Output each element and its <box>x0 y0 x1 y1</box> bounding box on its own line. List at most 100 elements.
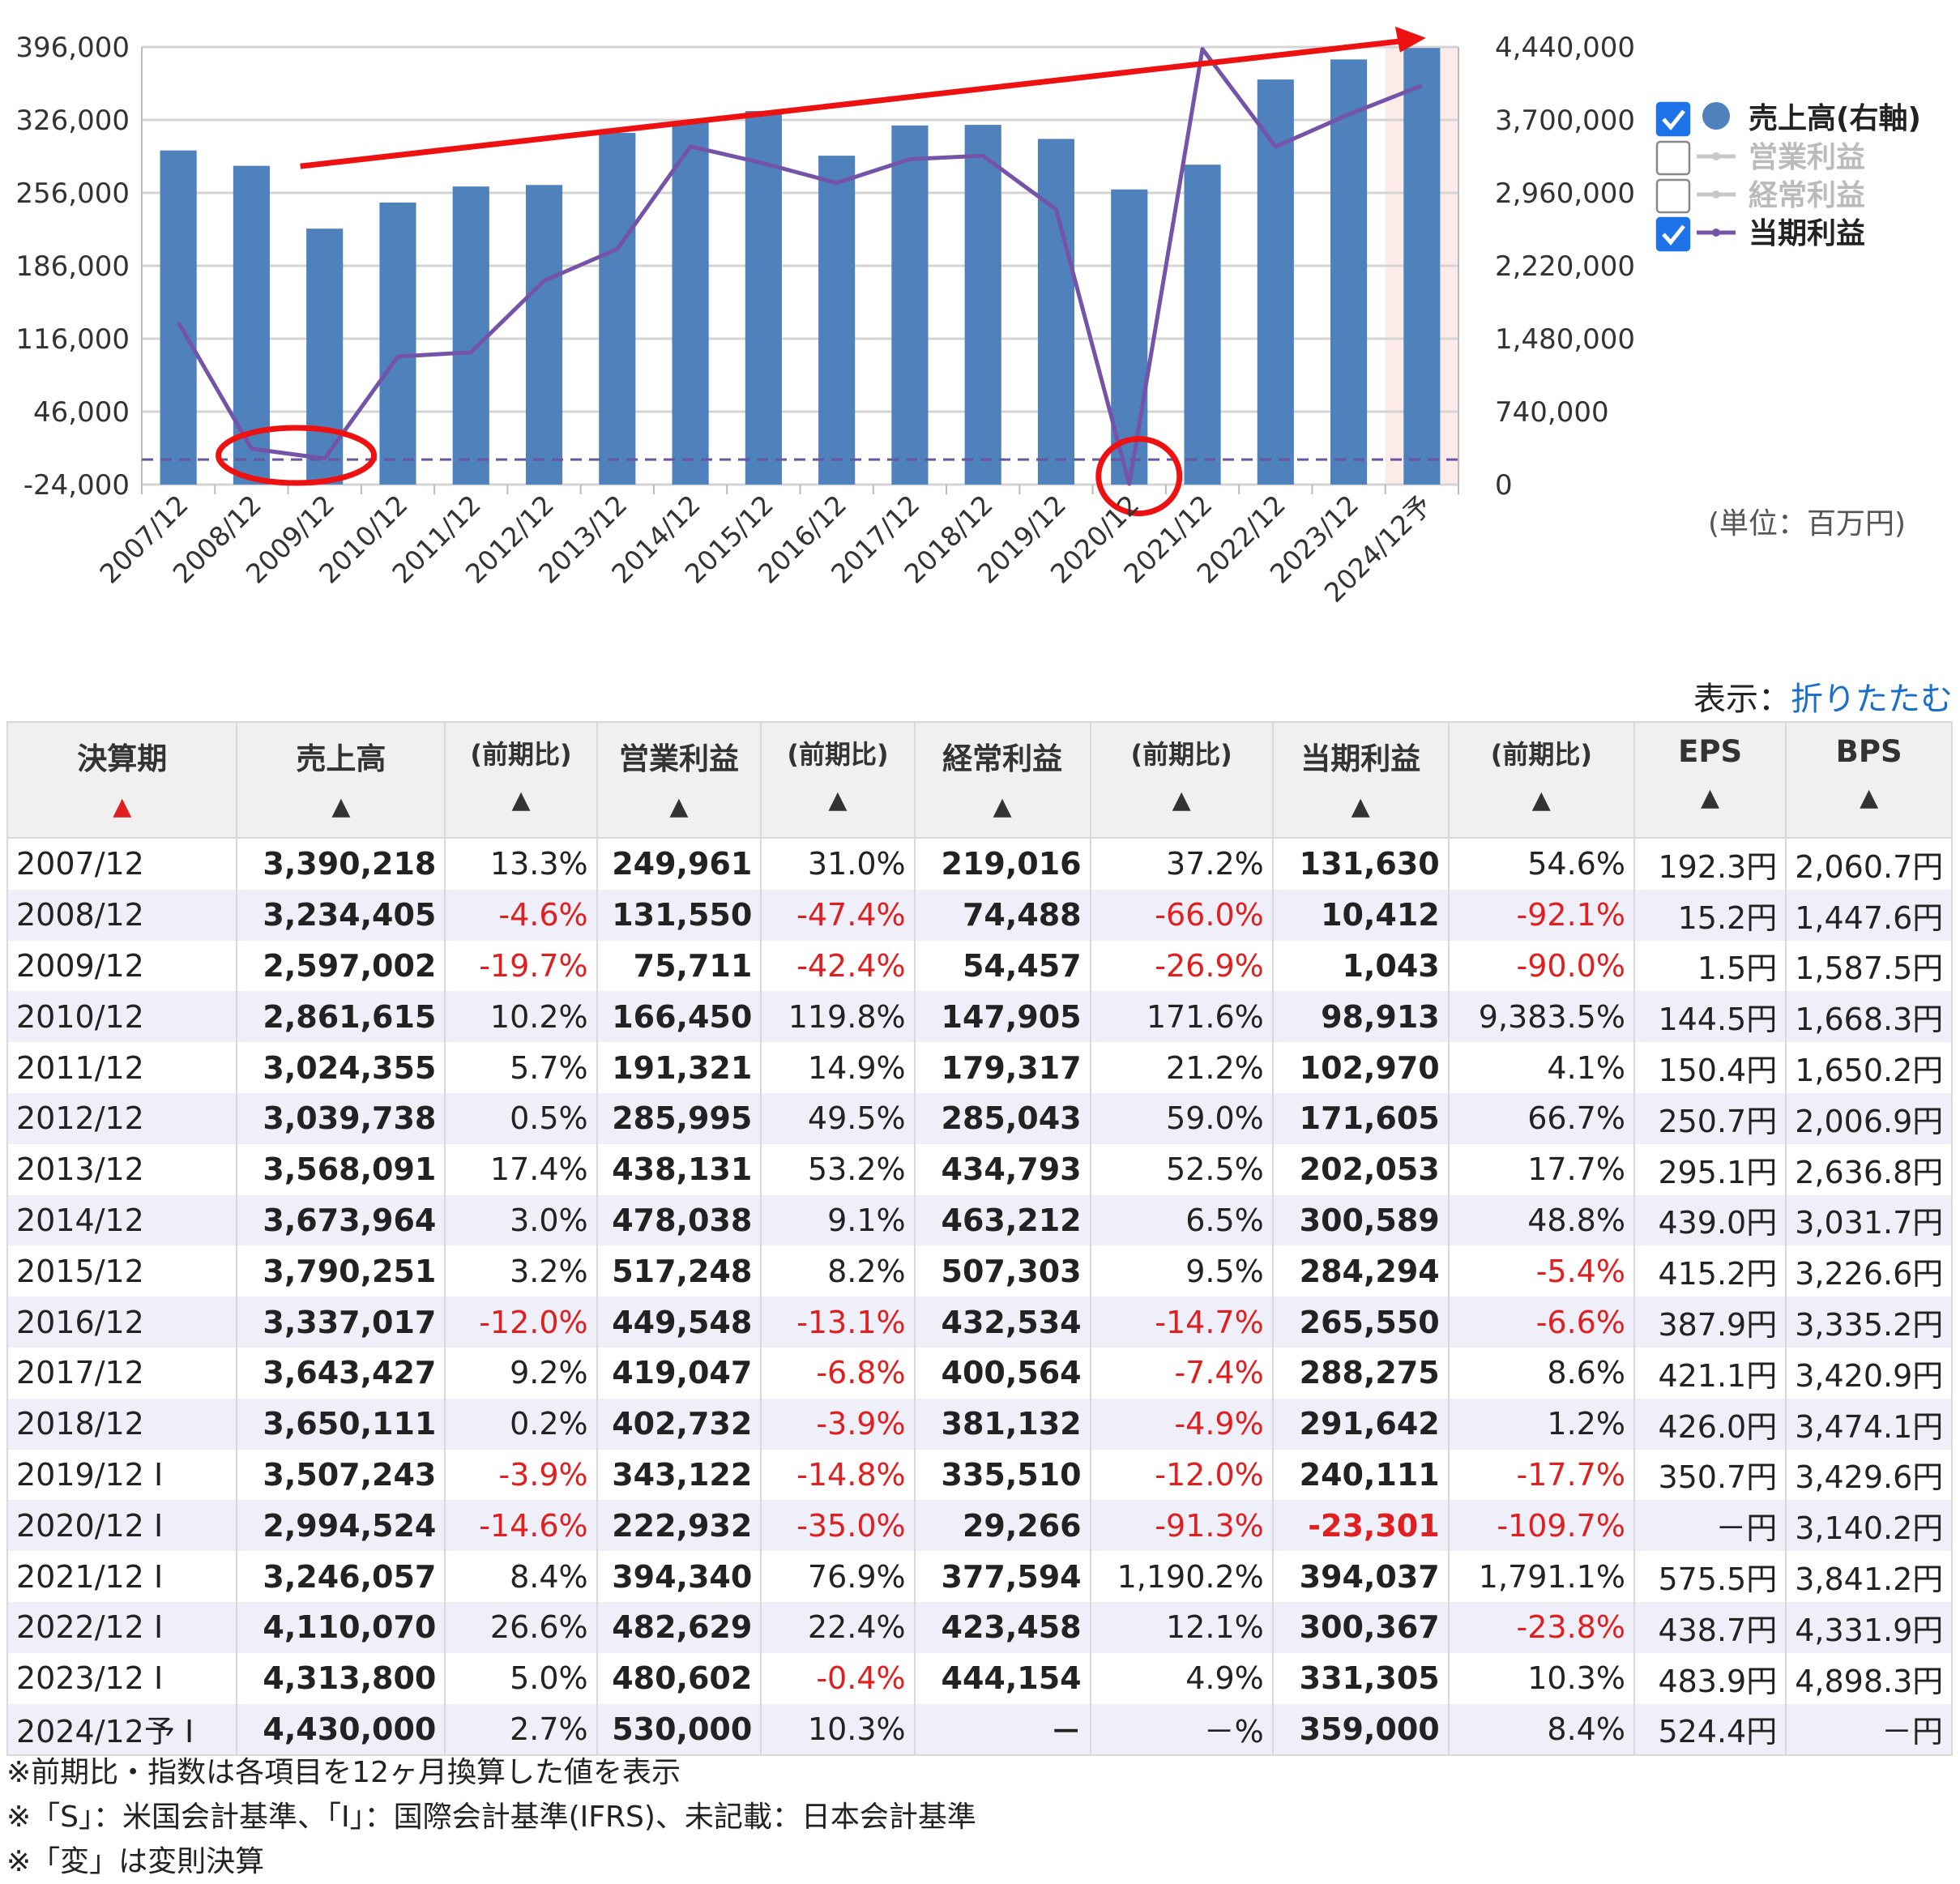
bar-series-marker <box>1702 102 1730 130</box>
legend-checkbox <box>1655 101 1691 137</box>
line-series-dot <box>1712 229 1720 237</box>
table-cell: 478,038 <box>596 1194 762 1246</box>
table-cell: 2022/12 I <box>6 1601 238 1653</box>
column-header[interactable]: (前期比) ▲ <box>1447 721 1635 839</box>
table-row: 2018/12 3,650,111 0.2% 402,732 -3.9% 381,132-… <box>6 1398 1953 1450</box>
table-row: 2008/12 3,234,405 -4.6% 131,550 -47.4% 74,488… <box>6 889 1953 941</box>
table-cell: 284,294 <box>1271 1245 1450 1297</box>
sort-arrow-icon[interactable]: ▲ <box>113 792 132 821</box>
table-cell: 0.5% <box>444 1092 598 1144</box>
table-cell: 291,642 <box>1271 1398 1450 1450</box>
table-cell: 331,305 <box>1271 1652 1450 1704</box>
table-cell: 524.4円 <box>1633 1703 1787 1757</box>
sort-arrow-icon[interactable]: ▲ <box>993 792 1012 821</box>
collapse-link[interactable]: 折りたたむ <box>1791 681 1953 718</box>
table-cell: 438,131 <box>596 1143 762 1195</box>
table-cell: 377,594 <box>913 1551 1091 1602</box>
table-cell: 421.1円 <box>1633 1347 1787 1399</box>
table-cell: 2009/12 <box>6 940 238 992</box>
table-cell: 2,060.7円 <box>1785 838 1953 890</box>
table-cell: 9,383.5% <box>1447 991 1635 1043</box>
table-cell: -17.7% <box>1447 1449 1635 1501</box>
table-cell: 3,337,017 <box>236 1297 446 1348</box>
column-header[interactable]: 当期利益 ▲ <box>1271 721 1450 839</box>
table-row: 2015/12 3,790,251 3.2% 517,248 8.2% 507,303 9.… <box>6 1245 1953 1297</box>
table-cell: 265,550 <box>1271 1297 1450 1348</box>
table-cell: 2012/12 <box>6 1092 238 1144</box>
table-cell: 415.2円 <box>1633 1245 1787 1297</box>
table-cell: 2016/12 <box>6 1297 238 1348</box>
table-cell: 3,234,405 <box>236 889 446 941</box>
left-tick-label: 256,000 <box>15 177 130 210</box>
table-cell: 8.6% <box>1447 1347 1635 1399</box>
column-header[interactable]: 経常利益 ▲ <box>913 721 1091 839</box>
table-cell: -0.4% <box>760 1652 916 1704</box>
column-header[interactable]: 営業利益 ▲ <box>596 721 762 839</box>
table-cell: -47.4% <box>760 889 916 941</box>
display-label: 表示： <box>1693 681 1791 718</box>
table-cell: 22.4% <box>760 1601 916 1653</box>
table-cell: 59.0% <box>1089 1092 1274 1144</box>
table-cell: 3,226.6円 <box>1785 1245 1953 1297</box>
x-axis-labels: 2007/122008/122009/122010/122011/122012/… <box>93 489 1437 609</box>
table-cell: 74,488 <box>913 889 1091 941</box>
sort-arrow-icon[interactable]: ▲ <box>1351 792 1370 821</box>
column-header[interactable]: EPS ▲ <box>1633 721 1787 839</box>
column-header[interactable]: 決算期 ▲ <box>6 721 238 839</box>
table-cell: 171.6% <box>1089 991 1274 1043</box>
table-cell: 21.2% <box>1089 1042 1274 1093</box>
table-cell: 2011/12 <box>6 1042 238 1093</box>
table-cell: 76.9% <box>760 1551 916 1602</box>
legend-label: 当期利益 <box>1749 217 1865 250</box>
table-cell: 240,111 <box>1271 1449 1450 1501</box>
column-header[interactable]: BPS ▲ <box>1785 721 1953 839</box>
sales-bar <box>1403 48 1441 485</box>
table-cell: 1,043 <box>1271 940 1450 992</box>
display-toggle-bar: 表示：折りたたむ <box>1685 673 1953 718</box>
table-cell: 463,212 <box>913 1194 1091 1246</box>
sort-arrow-icon[interactable]: ▲ <box>331 792 351 821</box>
legend-item: 営業利益 <box>1655 140 1865 176</box>
footnotes: ※前期比・指数は各項目を12ヶ月換算した値を表示 ※「S」：米国会計基準、「I」… <box>6 1750 976 1884</box>
table-cell: 166,450 <box>596 991 762 1043</box>
sales-bar <box>1184 164 1221 485</box>
table-cell: 171,605 <box>1271 1092 1450 1144</box>
table-cell: 9.5% <box>1089 1245 1274 1297</box>
unit-label: (単位：百万円) <box>1708 507 1906 540</box>
table-cell: 1,791.1% <box>1447 1551 1635 1602</box>
table-cell: 144.5円 <box>1633 991 1787 1043</box>
sort-arrow-icon[interactable]: ▲ <box>511 786 531 814</box>
table-cell: 3,246,057 <box>236 1551 446 1602</box>
sales-bar <box>160 150 197 485</box>
sort-arrow-icon[interactable]: ▲ <box>669 792 689 821</box>
table-cell: -90.0% <box>1447 940 1635 992</box>
table-cell: 1,587.5円 <box>1785 940 1953 992</box>
column-header[interactable]: 売上高 ▲ <box>236 721 446 839</box>
sort-arrow-icon[interactable]: ▲ <box>1701 784 1720 812</box>
table-cell: 2014/12 <box>6 1194 238 1246</box>
table-cell: -4.6% <box>444 889 598 941</box>
table-cell: 147,905 <box>913 991 1091 1043</box>
left-tick-label: 46,000 <box>33 396 130 429</box>
table-cell: 1.5円 <box>1633 940 1787 992</box>
right-tick-label: 4,440,000 <box>1495 32 1635 64</box>
column-header[interactable]: (前期比) ▲ <box>444 721 598 839</box>
sort-arrow-icon[interactable]: ▲ <box>1172 786 1191 814</box>
sales-bar <box>672 122 709 485</box>
table-cell: 3,650,111 <box>236 1398 446 1450</box>
column-header-label: 営業利益 <box>618 741 739 776</box>
table-row: 2022/12 I 4,110,070 26.6% 482,629 22.4% 423,4… <box>6 1601 1953 1653</box>
sales-bar <box>599 133 636 485</box>
column-header[interactable]: (前期比) ▲ <box>1089 721 1274 839</box>
table-cell: -26.9% <box>1089 940 1274 992</box>
table-cell: -92.1% <box>1447 889 1635 941</box>
sort-arrow-icon[interactable]: ▲ <box>1531 786 1551 814</box>
table-cell: 9.2% <box>444 1347 598 1399</box>
table-cell: －円 <box>1633 1500 1787 1552</box>
table-cell: 191,321 <box>596 1042 762 1093</box>
table-cell: 432,534 <box>913 1297 1091 1348</box>
column-header[interactable]: (前期比) ▲ <box>760 721 916 839</box>
column-header-label: (前期比) <box>470 739 572 770</box>
sort-arrow-icon[interactable]: ▲ <box>828 786 848 814</box>
sort-arrow-icon[interactable]: ▲ <box>1860 784 1879 812</box>
